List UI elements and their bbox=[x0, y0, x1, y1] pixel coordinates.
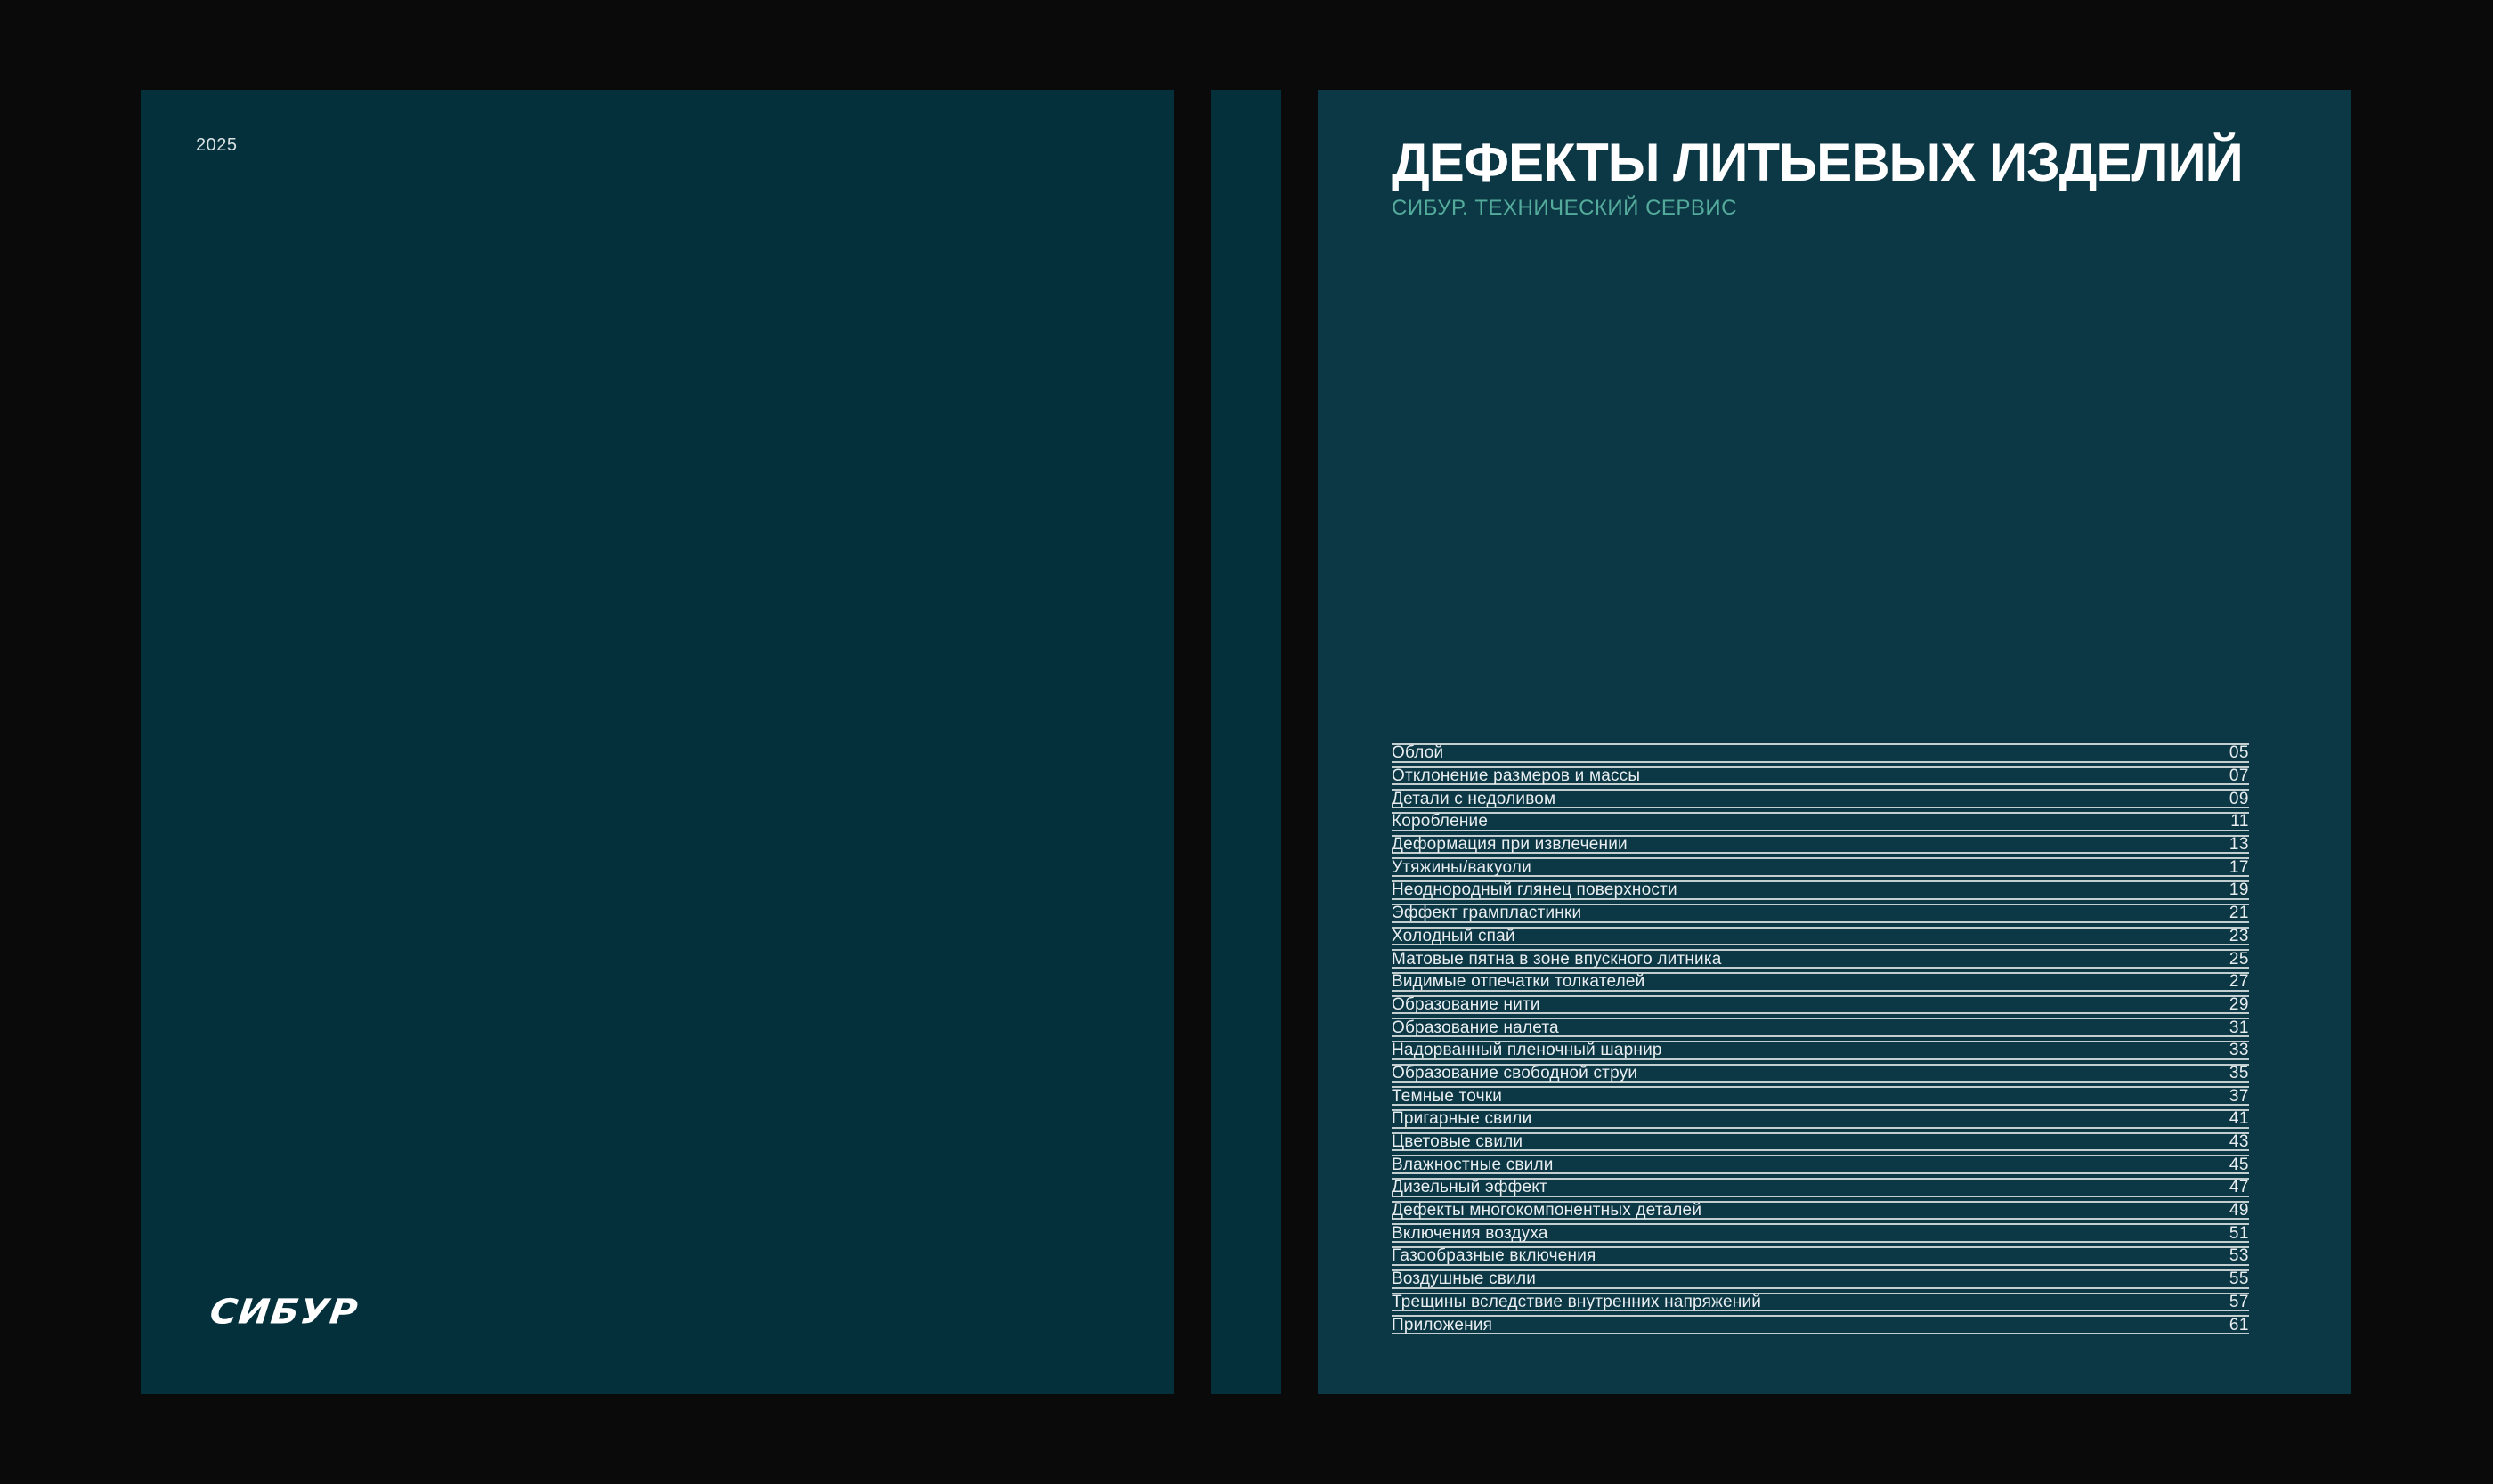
toc-item-page-number: 31 bbox=[2229, 1018, 2249, 1037]
toc-item-page-number: 11 bbox=[2230, 812, 2249, 831]
toc-row[interactable]: Детали с недоливом 09 bbox=[1392, 789, 2249, 809]
toc-item-label: Детали с недоливом bbox=[1392, 789, 1556, 808]
toc-item-page-number: 13 bbox=[2229, 835, 2249, 855]
toc-item-label: Отклонение размеров и массы bbox=[1392, 766, 1641, 786]
toc-row[interactable]: Коробление 11 bbox=[1392, 812, 2249, 831]
toc-item-page-number: 29 bbox=[2229, 994, 2249, 1014]
toc-item-label: Образование нити bbox=[1392, 994, 1540, 1014]
toc-item-label: Воздушные свили bbox=[1392, 1269, 1537, 1289]
toc-item-label: Образование налета bbox=[1392, 1018, 1559, 1037]
toc-item-page-number: 19 bbox=[2229, 880, 2249, 900]
toc-item-label: Приложения bbox=[1392, 1315, 1493, 1334]
toc-item-label: Трещины вследствие внутренних напряжений bbox=[1392, 1292, 1762, 1311]
toc-item-label: Образование свободной струи bbox=[1392, 1063, 1638, 1083]
year-label: 2025 bbox=[196, 135, 238, 155]
toc-item-label: Газообразные включения bbox=[1392, 1246, 1596, 1266]
toc-item-label: Надорванный пленочный шарнир bbox=[1392, 1041, 1662, 1060]
toc-item-label: Холодный спай bbox=[1392, 926, 1515, 945]
toc-row[interactable]: Пригарные свили 41 bbox=[1392, 1109, 2249, 1129]
toc-item-page-number: 23 bbox=[2229, 926, 2249, 945]
toc-item-page-number: 57 bbox=[2229, 1292, 2249, 1311]
toc-row[interactable]: Эффект грампластинки 21 bbox=[1392, 903, 2249, 923]
front-toc-page: ДЕФЕКТЫ ЛИТЬЕВЫХ ИЗДЕЛИЙ СИБУР. ТЕХНИЧЕС… bbox=[1318, 90, 2351, 1394]
toc-item-page-number: 25 bbox=[2229, 949, 2249, 969]
toc-item-label: Темные точки bbox=[1392, 1086, 1503, 1106]
toc-row[interactable]: Темные точки 37 bbox=[1392, 1086, 2249, 1106]
toc-item-page-number: 27 bbox=[2229, 972, 2249, 992]
toc-item-page-number: 45 bbox=[2229, 1155, 2249, 1174]
toc-row[interactable]: Газообразные включения 53 bbox=[1392, 1246, 2249, 1266]
toc-row[interactable]: Цветовые свили 43 bbox=[1392, 1131, 2249, 1152]
page-subtitle: СИБУР. ТЕХНИЧЕСКИЙ СЕРВИС bbox=[1392, 196, 1738, 220]
toc-row[interactable]: Надорванный пленочный шарнир 33 bbox=[1392, 1040, 2249, 1060]
toc-row[interactable]: Включения воздуха 51 bbox=[1392, 1223, 2249, 1244]
toc-item-page-number: 21 bbox=[2229, 904, 2249, 923]
toc-row[interactable]: Образование нити 29 bbox=[1392, 994, 2249, 1015]
toc-row[interactable]: Трещины вследствие внутренних напряжений… bbox=[1392, 1292, 2249, 1312]
table-of-contents: Облой 05 Отклонение размеров и массы 07 … bbox=[1392, 743, 2249, 1338]
toc-item-page-number: 09 bbox=[2229, 789, 2249, 808]
toc-item-page-number: 17 bbox=[2229, 857, 2249, 877]
toc-item-page-number: 07 bbox=[2229, 766, 2249, 786]
toc-row[interactable]: Образование налета 31 bbox=[1392, 1018, 2249, 1037]
toc-item-label: Видимые отпечатки толкателей bbox=[1392, 972, 1645, 992]
sibur-logo: СИБУР bbox=[207, 1291, 361, 1332]
toc-row[interactable]: Холодный спай 23 bbox=[1392, 926, 2249, 946]
toc-item-page-number: 55 bbox=[2229, 1269, 2249, 1289]
toc-row[interactable]: Облой 05 bbox=[1392, 743, 2249, 763]
toc-item-label: Цветовые свили bbox=[1392, 1132, 1523, 1152]
spine-strip bbox=[1211, 90, 1281, 1394]
back-cover-page: 2025 СИБУР bbox=[141, 90, 1174, 1394]
toc-row[interactable]: Отклонение размеров и массы 07 bbox=[1392, 766, 2249, 786]
toc-row[interactable]: Образование свободной струи 35 bbox=[1392, 1063, 2249, 1083]
toc-item-label: Коробление bbox=[1392, 812, 1489, 831]
toc-item-label: Влажностные свили bbox=[1392, 1155, 1554, 1174]
toc-item-label: Облой bbox=[1392, 743, 1444, 763]
toc-row[interactable]: Деформация при извлечении 13 bbox=[1392, 834, 2249, 855]
toc-item-page-number: 05 bbox=[2229, 743, 2249, 763]
toc-item-page-number: 53 bbox=[2229, 1246, 2249, 1266]
toc-row[interactable]: Матовые пятна в зоне впускного литника 2… bbox=[1392, 949, 2249, 969]
toc-row[interactable]: Приложения 61 bbox=[1392, 1315, 2249, 1334]
toc-item-page-number: 47 bbox=[2229, 1178, 2249, 1197]
toc-item-label: Дефекты многокомпонентных деталей bbox=[1392, 1201, 1702, 1220]
toc-row[interactable]: Утяжины/вакуоли 17 bbox=[1392, 857, 2249, 878]
toc-row[interactable]: Неоднородный глянец поверхности 19 bbox=[1392, 880, 2249, 900]
toc-item-page-number: 61 bbox=[2229, 1315, 2249, 1334]
toc-row[interactable]: Дефекты многокомпонентных деталей 49 bbox=[1392, 1200, 2249, 1220]
toc-item-page-number: 41 bbox=[2229, 1109, 2249, 1129]
toc-item-label: Утяжины/вакуоли bbox=[1392, 857, 1531, 877]
toc-item-label: Включения воздуха bbox=[1392, 1223, 1548, 1243]
toc-item-page-number: 43 bbox=[2229, 1132, 2249, 1152]
toc-item-label: Матовые пятна в зоне впускного литника bbox=[1392, 949, 1722, 969]
toc-item-label: Эффект грампластинки bbox=[1392, 904, 1582, 923]
toc-row[interactable]: Влажностные свили 45 bbox=[1392, 1155, 2249, 1175]
toc-row[interactable]: Видимые отпечатки толкателей 27 bbox=[1392, 971, 2249, 992]
toc-item-page-number: 51 bbox=[2229, 1223, 2249, 1243]
toc-item-label: Пригарные свили bbox=[1392, 1109, 1532, 1129]
toc-item-page-number: 49 bbox=[2229, 1201, 2249, 1220]
page-title: ДЕФЕКТЫ ЛИТЬЕВЫХ ИЗДЕЛИЙ bbox=[1392, 133, 2244, 192]
toc-item-label: Дизельный эффект bbox=[1392, 1178, 1547, 1197]
toc-item-label: Деформация при извлечении bbox=[1392, 835, 1628, 855]
toc-item-page-number: 35 bbox=[2229, 1063, 2249, 1083]
toc-item-label: Неоднородный глянец поверхности bbox=[1392, 880, 1677, 900]
toc-row[interactable]: Воздушные свили 55 bbox=[1392, 1269, 2249, 1289]
toc-item-page-number: 37 bbox=[2229, 1086, 2249, 1106]
toc-row[interactable]: Дизельный эффект 47 bbox=[1392, 1178, 2249, 1197]
toc-item-page-number: 33 bbox=[2229, 1041, 2249, 1060]
